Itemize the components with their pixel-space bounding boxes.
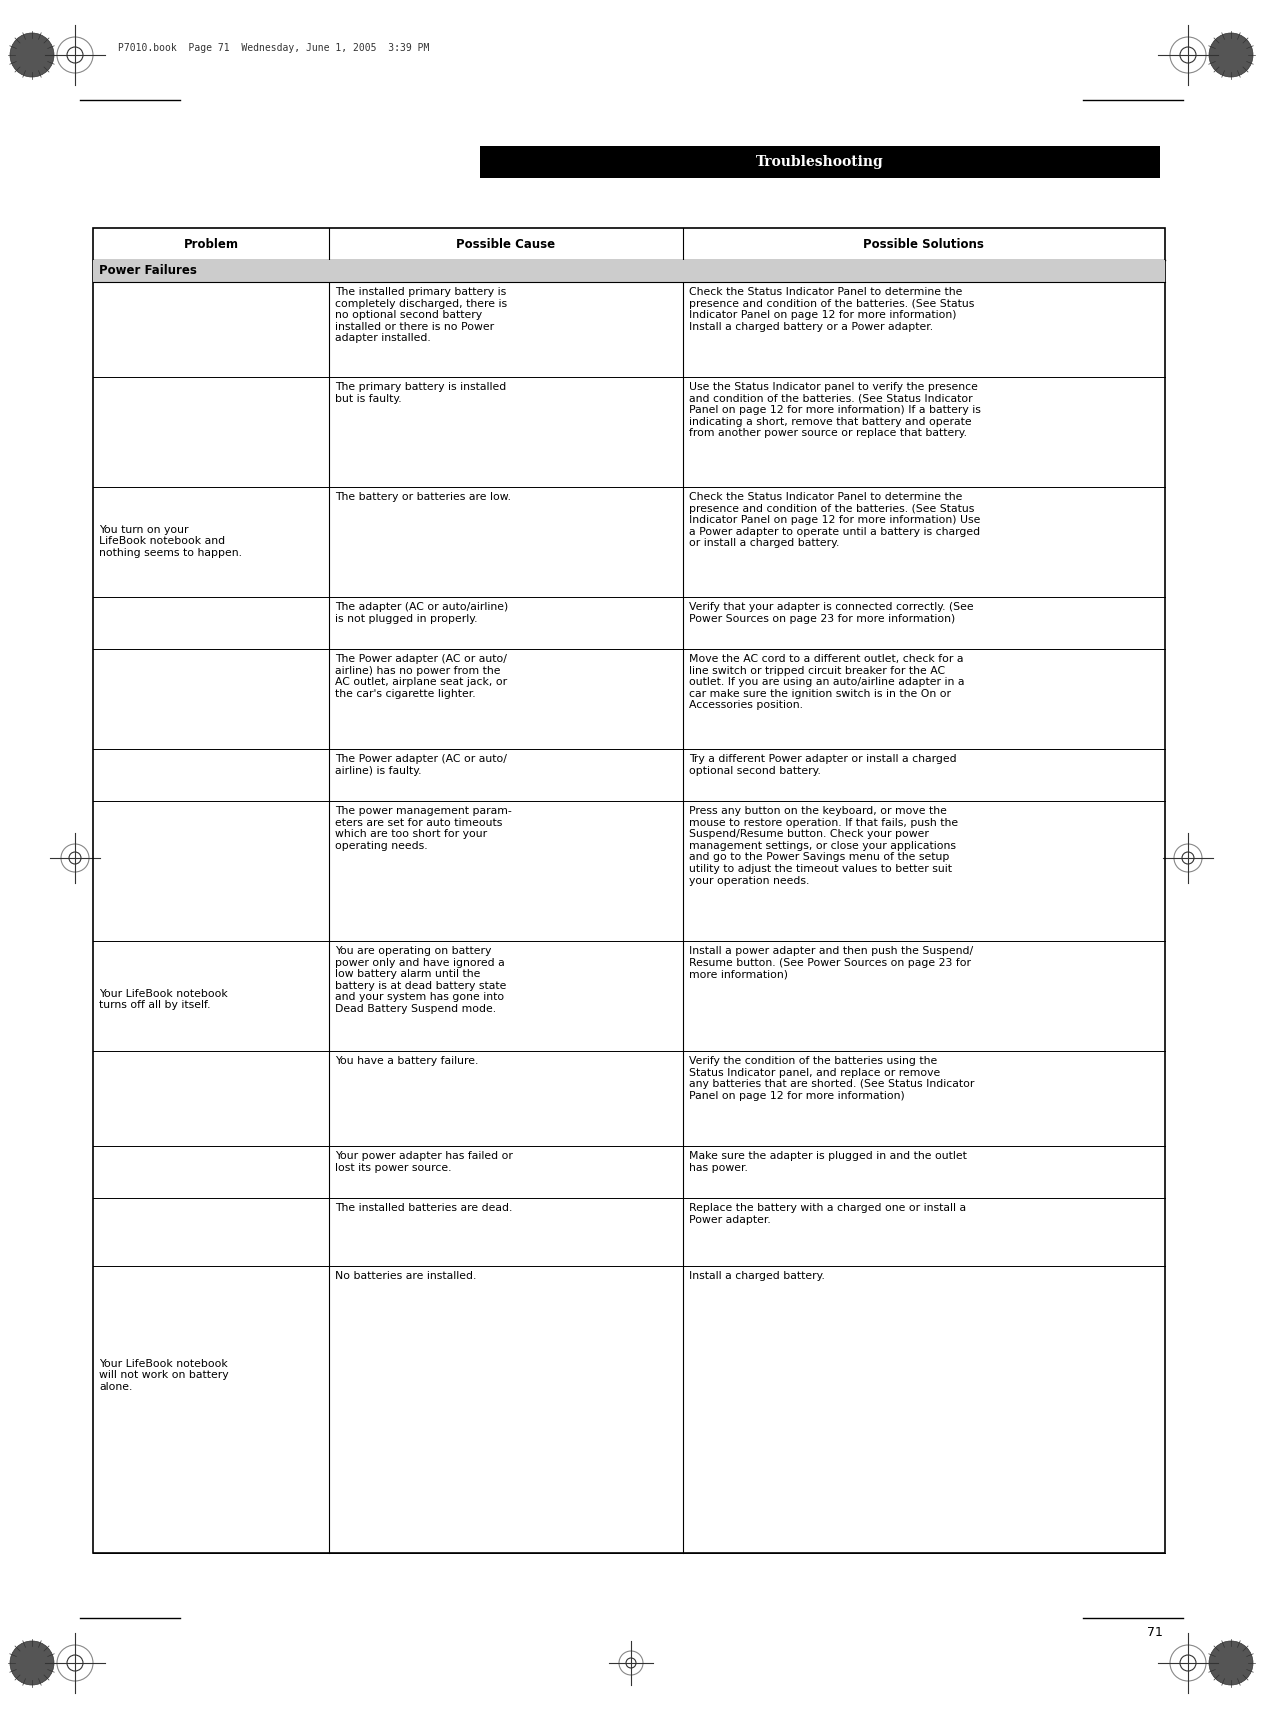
Text: The battery or batteries are low.: The battery or batteries are low.	[335, 491, 510, 502]
Text: Install a power adapter and then push the Suspend/
Resume button. (See Power Sou: Install a power adapter and then push th…	[688, 947, 973, 979]
Text: 71: 71	[1147, 1627, 1163, 1639]
Text: Verify the condition of the batteries using the
Status Indicator panel, and repl: Verify the condition of the batteries us…	[688, 1057, 974, 1101]
Bar	[480, 146, 1159, 179]
Text: You have a battery failure.: You have a battery failure.	[335, 1057, 479, 1065]
Circle shape	[1209, 1641, 1253, 1685]
Text: The power management param-
eters are set for auto timeouts
which are too short : The power management param- eters are se…	[335, 806, 512, 850]
Bar	[93, 259, 1164, 282]
Text: Use the Status Indicator panel to verify the presence
and condition of the batte: Use the Status Indicator panel to verify…	[688, 381, 980, 438]
Text: You turn on your
LifeBook notebook and
nothing seems to happen.: You turn on your LifeBook notebook and n…	[99, 526, 242, 558]
Text: The installed batteries are dead.: The installed batteries are dead.	[335, 1203, 513, 1213]
Text: Press any button on the keyboard, or move the
mouse to restore operation. If tha: Press any button on the keyboard, or mov…	[688, 806, 957, 885]
Text: Verify that your adapter is connected correctly. (See
Power Sources on page 23 f: Verify that your adapter is connected co…	[688, 601, 974, 624]
Circle shape	[10, 1641, 54, 1685]
Text: The adapter (AC or auto/airline)
is not plugged in properly.: The adapter (AC or auto/airline) is not …	[335, 601, 508, 624]
Text: Move the AC cord to a different outlet, check for a
line switch or tripped circu: Move the AC cord to a different outlet, …	[688, 655, 964, 711]
Text: Possible Cause: Possible Cause	[456, 237, 556, 251]
Text: The installed primary battery is
completely discharged, there is
no optional sec: The installed primary battery is complet…	[335, 287, 506, 344]
Text: P7010.book  Page 71  Wednesday, June 1, 2005  3:39 PM: P7010.book Page 71 Wednesday, June 1, 20…	[117, 43, 429, 53]
Bar	[93, 228, 1164, 1553]
Text: Your LifeBook notebook
turns off all by itself.: Your LifeBook notebook turns off all by …	[99, 988, 227, 1010]
Text: Make sure the adapter is plugged in and the outlet
has power.: Make sure the adapter is plugged in and …	[688, 1151, 966, 1173]
Text: Your power adapter has failed or
lost its power source.: Your power adapter has failed or lost it…	[335, 1151, 513, 1173]
Text: Install a charged battery.: Install a charged battery.	[688, 1271, 825, 1282]
Text: Your LifeBook notebook
will not work on battery
alone.: Your LifeBook notebook will not work on …	[99, 1359, 229, 1392]
Circle shape	[10, 33, 54, 77]
Text: No batteries are installed.: No batteries are installed.	[335, 1271, 476, 1282]
Text: Replace the battery with a charged one or install a
Power adapter.: Replace the battery with a charged one o…	[688, 1203, 966, 1225]
Text: Problem: Problem	[183, 237, 239, 251]
Text: The Power adapter (AC or auto/
airline) is faulty.: The Power adapter (AC or auto/ airline) …	[335, 754, 506, 775]
Text: Power Failures: Power Failures	[99, 265, 197, 278]
Text: Check the Status Indicator Panel to determine the
presence and condition of the : Check the Status Indicator Panel to dete…	[688, 491, 980, 548]
Text: Troubleshooting: Troubleshooting	[757, 155, 884, 168]
Text: The Power adapter (AC or auto/
airline) has no power from the
AC outlet, airplan: The Power adapter (AC or auto/ airline) …	[335, 655, 506, 699]
Text: The primary battery is installed
but is faulty.: The primary battery is installed but is …	[335, 381, 506, 404]
Text: Check the Status Indicator Panel to determine the
presence and condition of the : Check the Status Indicator Panel to dete…	[688, 287, 974, 332]
Text: Try a different Power adapter or install a charged
optional second battery.: Try a different Power adapter or install…	[688, 754, 956, 775]
Text: Possible Solutions: Possible Solutions	[864, 237, 984, 251]
Text: You are operating on battery
power only and have ignored a
low battery alarm unt: You are operating on battery power only …	[335, 947, 506, 1014]
Circle shape	[1209, 33, 1253, 77]
